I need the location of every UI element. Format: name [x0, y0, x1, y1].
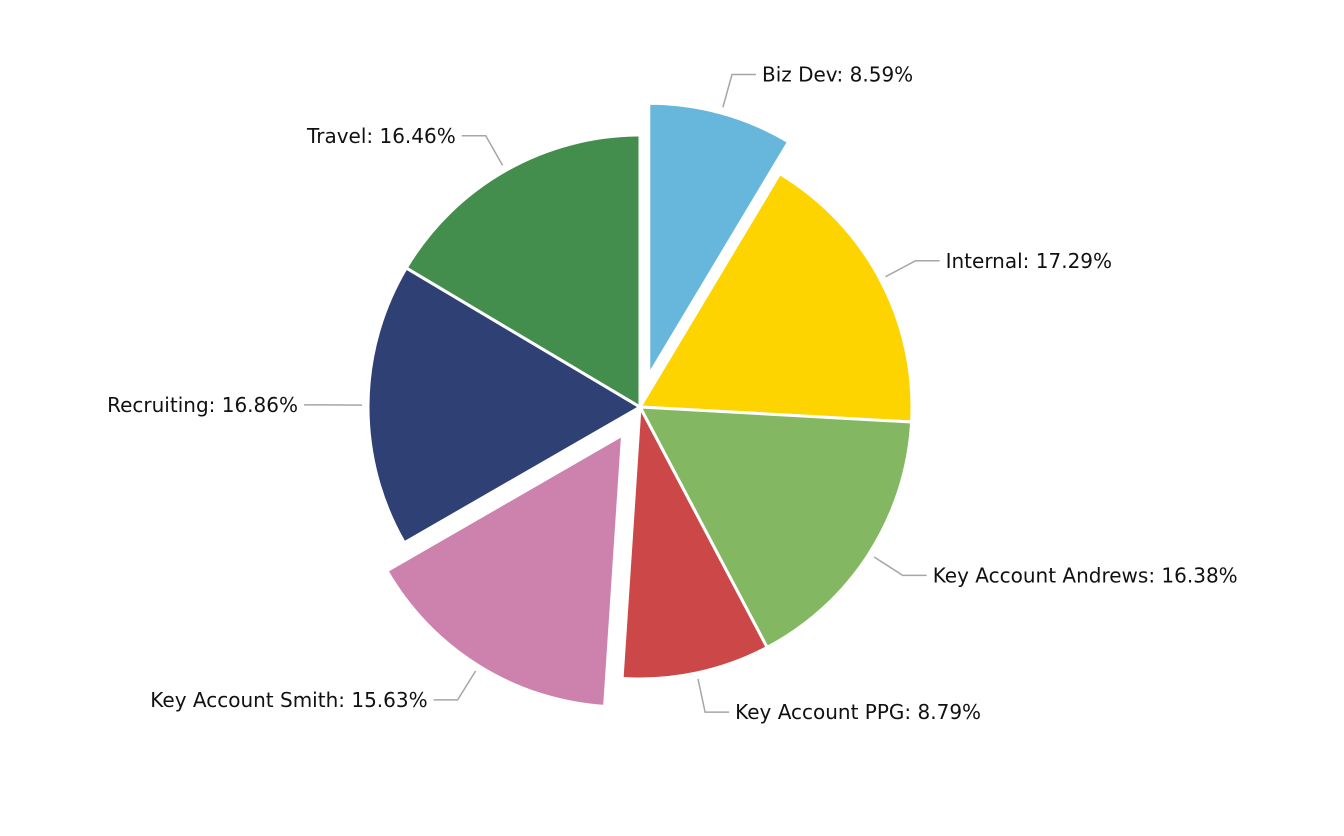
leader-lines-layer: [304, 73, 940, 713]
pie-slice-recruiting[interactable]: [366, 266, 642, 545]
leader-line-key-account-ppg: [697, 678, 730, 713]
slices-layer: [366, 101, 914, 708]
labels-layer: Biz Dev: 8.59% Internal: 17.29% Key Accoun…: [107, 62, 1238, 724]
leader-line-internal: [885, 260, 940, 278]
slice-label-key-account-smith: Key Account Smith: 15.63%: [150, 688, 427, 712]
pie-slice-key-account-smith[interactable]: [385, 433, 625, 708]
leader-line-key-account-andrews: [873, 556, 927, 577]
slice-label-key-account-ppg: Key Account PPG: 8.79%: [735, 700, 981, 724]
leader-line-travel: [461, 135, 504, 166]
pie-slice-key-account-ppg[interactable]: [620, 405, 769, 681]
pie-slice-internal[interactable]: [638, 172, 914, 424]
pie-slice-key-account-andrews[interactable]: [638, 405, 914, 649]
leader-line-biz-dev: [722, 73, 756, 108]
slice-label-internal: Internal: 17.29%: [946, 249, 1112, 273]
leader-line-key-account-smith: [433, 670, 477, 701]
slice-label-biz-dev: Biz Dev: 8.59%: [762, 62, 913, 86]
slice-label-recruiting: Recruiting: 16.86%: [107, 393, 298, 417]
slice-label-key-account-andrews: Key Account Andrews: 16.38%: [933, 563, 1238, 587]
slice-label-travel: Travel: 16.46%: [306, 124, 456, 148]
pie-slice-biz-dev[interactable]: [647, 101, 791, 377]
pie-slice-travel[interactable]: [404, 133, 642, 409]
